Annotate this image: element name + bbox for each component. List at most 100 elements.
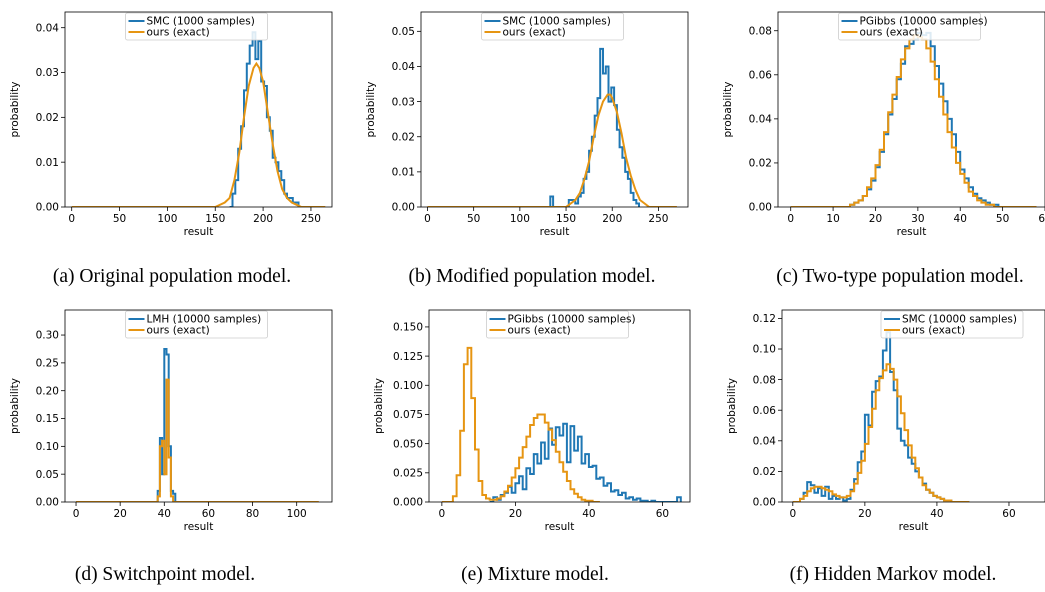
x-axis-label-c: result — [897, 226, 927, 238]
y-tick-label-b-1: 0.01 — [392, 167, 415, 179]
series-d-1 — [76, 378, 319, 502]
y-tick-label-f-4: 0.08 — [753, 374, 776, 386]
legend-box-d — [125, 310, 268, 339]
y-axis-label-b: probability — [365, 81, 377, 137]
x-tick-label-f-0: 0 — [789, 508, 796, 520]
y-tick-label-e-2: 0.050 — [393, 438, 423, 450]
y-tick-label-e-4: 0.100 — [393, 380, 423, 392]
legend-label-d-1: ours (exact) — [147, 325, 210, 337]
plot-area-c — [790, 31, 1037, 207]
y-tick-label-e-5: 0.125 — [393, 351, 423, 363]
axes-frame-b — [420, 11, 689, 208]
y-tick-label-e-3: 0.075 — [393, 409, 423, 421]
x-tick-label-a-0: 0 — [68, 213, 75, 225]
chart-panel-e: 0 20 40 60 0.000 0.025 0.050 0.075 0.100 0.125 0.1… — [373, 309, 691, 533]
x-tick-label-d-5: 100 — [287, 508, 307, 520]
x-axis-label-f: result — [899, 521, 929, 533]
x-tick-label-c-3: 30 — [911, 213, 924, 225]
chart-panel-b: 0 50 100 150 200 250 0.00 0.01 0.02 0.03 0.04 0.05 r… — [365, 11, 689, 238]
caption-b: (b) Modified population model. — [408, 266, 656, 287]
legend-label-b-0: SMC (1000 samples) — [503, 16, 611, 28]
y-tick-label-e-0: 0.000 — [393, 497, 423, 509]
y-tick-label-d-4: 0.20 — [36, 385, 59, 397]
legend-label-f-1: ours (exact) — [902, 325, 965, 337]
series-b-0 — [547, 47, 640, 207]
series-a-1 — [71, 61, 326, 207]
x-tick-label-c-4: 40 — [954, 213, 967, 225]
axes-frame-a — [64, 11, 333, 208]
y-tick-label-a-3: 0.03 — [36, 67, 59, 79]
y-tick-label-f-6: 0.12 — [753, 313, 776, 325]
y-tick-label-c-1: 0.02 — [749, 158, 772, 170]
series-e-0 — [489, 422, 682, 502]
axes-frame-e — [428, 309, 691, 503]
y-axis-label-a: probability — [9, 81, 21, 137]
series-f-1 — [792, 363, 970, 502]
series-b-1 — [427, 93, 677, 207]
legend-label-a-1: ours (exact) — [147, 27, 210, 39]
y-tick-label-d-6: 0.30 — [36, 330, 59, 342]
caption-a: (a) Original population model. — [52, 266, 292, 287]
x-tick-label-f-2: 40 — [930, 508, 943, 520]
plot-area-e — [441, 346, 682, 502]
x-tick-label-f-1: 20 — [858, 508, 871, 520]
x-tick-label-a-3: 150 — [205, 213, 225, 225]
caption-c: (c) Two-type population model. — [776, 266, 1024, 287]
x-tick-label-e-2: 40 — [582, 508, 595, 520]
legend-c: PGibbs (10000 samples)ours (exact) — [838, 12, 988, 41]
legend-label-d-0: LMH (10000 samples) — [147, 314, 262, 326]
x-tick-label-d-3: 60 — [202, 508, 215, 520]
y-tick-label-d-1: 0.05 — [36, 469, 59, 481]
y-tick-label-f-2: 0.04 — [753, 436, 777, 448]
x-tick-label-b-2: 100 — [510, 213, 530, 225]
x-tick-label-c-0: 0 — [787, 213, 794, 225]
caption-d: (d) Switchpoint model. — [74, 564, 256, 585]
y-tick-label-f-0: 0.00 — [753, 497, 776, 509]
y-tick-label-f-1: 0.02 — [753, 466, 776, 478]
y-axis-label-d: probability — [9, 378, 21, 434]
series-c-1 — [790, 34, 1037, 207]
y-tick-label-a-0: 0.00 — [36, 202, 59, 214]
x-tick-label-b-3: 150 — [556, 213, 576, 225]
x-tick-label-a-2: 100 — [157, 213, 177, 225]
x-tick-label-a-1: 50 — [113, 213, 126, 225]
x-axis-label-a: result — [184, 226, 214, 238]
x-tick-label-c-5: 50 — [996, 213, 1009, 225]
legend-label-e-0: PGibbs (10000 samples) — [508, 314, 636, 326]
legend-label-b-1: ours (exact) — [503, 27, 566, 39]
legend-a: SMC (1000 samples)ours (exact) — [125, 12, 268, 41]
legend-label-f-0: SMC (10000 samples) — [902, 314, 1017, 326]
legend-box-b — [481, 12, 624, 41]
x-axis-label-b: result — [540, 226, 570, 238]
chart-panel-f: 0 20 40 60 0.00 0.02 0.04 0.06 0.08 0.10 0.12 resul… — [726, 309, 1045, 533]
axes-frame-c — [777, 11, 1045, 208]
legend-box-e — [486, 310, 629, 339]
y-axis-label-c: probability — [722, 81, 734, 137]
plot-area-d — [76, 348, 319, 502]
plot-area-a — [71, 31, 326, 207]
y-tick-label-a-1: 0.01 — [36, 157, 59, 169]
y-tick-label-b-3: 0.03 — [392, 96, 415, 108]
x-tick-label-b-4: 200 — [602, 213, 622, 225]
legend-label-c-1: ours (exact) — [860, 27, 923, 39]
y-tick-label-f-3: 0.06 — [753, 405, 777, 417]
series-a-0 — [229, 31, 302, 207]
x-tick-label-e-3: 60 — [656, 508, 669, 520]
axes-frame-f — [781, 309, 1045, 503]
y-tick-label-c-0: 0.00 — [749, 202, 772, 214]
x-tick-label-c-6: 60 — [1038, 213, 1045, 225]
y-tick-label-a-4: 0.04 — [36, 22, 60, 34]
legend-label-a-0: SMC (1000 samples) — [147, 16, 255, 28]
chart-panel-a: 0 50 100 150 200 250 0.00 0.01 0.02 0.03 0.04 resul… — [9, 11, 333, 238]
y-tick-label-d-2: 0.10 — [36, 441, 59, 453]
y-tick-label-b-4: 0.04 — [392, 61, 416, 73]
plot-area-f — [792, 331, 970, 502]
x-tick-label-a-4: 200 — [253, 213, 273, 225]
x-tick-label-e-1: 20 — [509, 508, 522, 520]
y-tick-label-c-3: 0.06 — [749, 69, 773, 81]
x-tick-label-d-2: 40 — [158, 508, 171, 520]
legend-label-c-0: PGibbs (10000 samples) — [860, 16, 988, 28]
x-tick-label-a-5: 250 — [301, 213, 321, 225]
legend-box-a — [125, 12, 268, 41]
x-tick-label-d-4: 80 — [246, 508, 259, 520]
